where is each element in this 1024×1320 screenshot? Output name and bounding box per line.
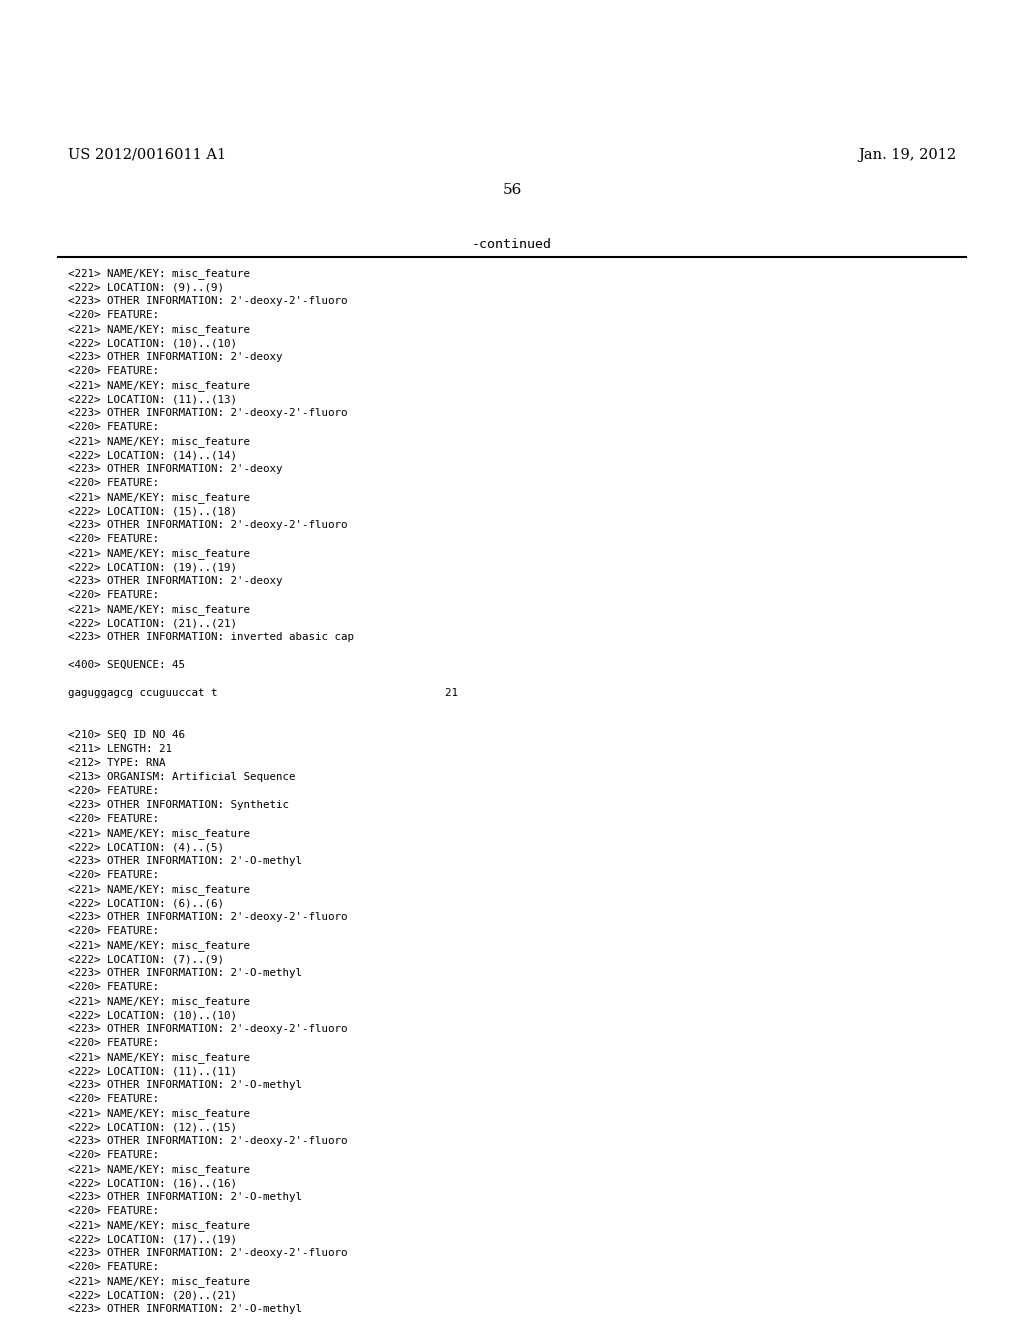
Text: <222> LOCATION: (4)..(5): <222> LOCATION: (4)..(5) — [68, 842, 224, 851]
Text: <221> NAME/KEY: misc_feature: <221> NAME/KEY: misc_feature — [68, 605, 250, 615]
Text: <222> LOCATION: (7)..(9): <222> LOCATION: (7)..(9) — [68, 954, 224, 964]
Text: <213> ORGANISM: Artificial Sequence: <213> ORGANISM: Artificial Sequence — [68, 772, 296, 781]
Text: <211> LENGTH: 21: <211> LENGTH: 21 — [68, 744, 172, 754]
Text: <220> FEATURE:: <220> FEATURE: — [68, 814, 159, 824]
Text: <223> OTHER INFORMATION: 2'-O-methyl: <223> OTHER INFORMATION: 2'-O-methyl — [68, 1192, 302, 1203]
Text: <220> FEATURE:: <220> FEATURE: — [68, 870, 159, 880]
Text: <223> OTHER INFORMATION: 2'-deoxy-2'-fluoro: <223> OTHER INFORMATION: 2'-deoxy-2'-flu… — [68, 296, 347, 306]
Text: <222> LOCATION: (9)..(9): <222> LOCATION: (9)..(9) — [68, 282, 224, 292]
Text: gaguggagcg ccuguuccat t                                   21: gaguggagcg ccuguuccat t 21 — [68, 688, 458, 698]
Text: <223> OTHER INFORMATION: 2'-deoxy-2'-fluoro: <223> OTHER INFORMATION: 2'-deoxy-2'-flu… — [68, 1137, 347, 1146]
Text: <223> OTHER INFORMATION: 2'-deoxy-2'-fluoro: <223> OTHER INFORMATION: 2'-deoxy-2'-flu… — [68, 1247, 347, 1258]
Text: <223> OTHER INFORMATION: 2'-deoxy-2'-fluoro: <223> OTHER INFORMATION: 2'-deoxy-2'-flu… — [68, 408, 347, 418]
Text: <221> NAME/KEY: misc_feature: <221> NAME/KEY: misc_feature — [68, 1276, 250, 1287]
Text: <212> TYPE: RNA: <212> TYPE: RNA — [68, 758, 166, 768]
Text: <221> NAME/KEY: misc_feature: <221> NAME/KEY: misc_feature — [68, 492, 250, 503]
Text: <223> OTHER INFORMATION: 2'-O-methyl: <223> OTHER INFORMATION: 2'-O-methyl — [68, 855, 302, 866]
Text: <223> OTHER INFORMATION: 2'-deoxy: <223> OTHER INFORMATION: 2'-deoxy — [68, 352, 283, 362]
Text: <220> FEATURE:: <220> FEATURE: — [68, 1094, 159, 1104]
Text: 56: 56 — [503, 183, 521, 197]
Text: Jan. 19, 2012: Jan. 19, 2012 — [858, 148, 956, 162]
Text: <221> NAME/KEY: misc_feature: <221> NAME/KEY: misc_feature — [68, 1164, 250, 1175]
Text: <223> OTHER INFORMATION: 2'-deoxy-2'-fluoro: <223> OTHER INFORMATION: 2'-deoxy-2'-flu… — [68, 520, 347, 531]
Text: <220> FEATURE:: <220> FEATURE: — [68, 1150, 159, 1160]
Text: <221> NAME/KEY: misc_feature: <221> NAME/KEY: misc_feature — [68, 884, 250, 895]
Text: <223> OTHER INFORMATION: 2'-O-methyl: <223> OTHER INFORMATION: 2'-O-methyl — [68, 1080, 302, 1090]
Text: <221> NAME/KEY: misc_feature: <221> NAME/KEY: misc_feature — [68, 323, 250, 335]
Text: <220> FEATURE:: <220> FEATURE: — [68, 1038, 159, 1048]
Text: <223> OTHER INFORMATION: Synthetic: <223> OTHER INFORMATION: Synthetic — [68, 800, 289, 810]
Text: <220> FEATURE:: <220> FEATURE: — [68, 366, 159, 376]
Text: <222> LOCATION: (19)..(19): <222> LOCATION: (19)..(19) — [68, 562, 237, 572]
Text: <221> NAME/KEY: misc_feature: <221> NAME/KEY: misc_feature — [68, 268, 250, 279]
Text: <221> NAME/KEY: misc_feature: <221> NAME/KEY: misc_feature — [68, 1052, 250, 1063]
Text: <223> OTHER INFORMATION: 2'-deoxy: <223> OTHER INFORMATION: 2'-deoxy — [68, 465, 283, 474]
Text: <222> LOCATION: (11)..(13): <222> LOCATION: (11)..(13) — [68, 393, 237, 404]
Text: -continued: -continued — [472, 238, 552, 251]
Text: <222> LOCATION: (16)..(16): <222> LOCATION: (16)..(16) — [68, 1177, 237, 1188]
Text: <222> LOCATION: (20)..(21): <222> LOCATION: (20)..(21) — [68, 1290, 237, 1300]
Text: <220> FEATURE:: <220> FEATURE: — [68, 927, 159, 936]
Text: <222> LOCATION: (10)..(10): <222> LOCATION: (10)..(10) — [68, 1010, 237, 1020]
Text: <223> OTHER INFORMATION: 2'-O-methyl: <223> OTHER INFORMATION: 2'-O-methyl — [68, 968, 302, 978]
Text: <223> OTHER INFORMATION: inverted abasic cap: <223> OTHER INFORMATION: inverted abasic… — [68, 632, 354, 642]
Text: <220> FEATURE:: <220> FEATURE: — [68, 478, 159, 488]
Text: <222> LOCATION: (11)..(11): <222> LOCATION: (11)..(11) — [68, 1067, 237, 1076]
Text: <220> FEATURE:: <220> FEATURE: — [68, 785, 159, 796]
Text: <221> NAME/KEY: misc_feature: <221> NAME/KEY: misc_feature — [68, 1220, 250, 1232]
Text: <223> OTHER INFORMATION: 2'-deoxy: <223> OTHER INFORMATION: 2'-deoxy — [68, 576, 283, 586]
Text: <222> LOCATION: (6)..(6): <222> LOCATION: (6)..(6) — [68, 898, 224, 908]
Text: <220> FEATURE:: <220> FEATURE: — [68, 535, 159, 544]
Text: <220> FEATURE:: <220> FEATURE: — [68, 982, 159, 993]
Text: <222> LOCATION: (12)..(15): <222> LOCATION: (12)..(15) — [68, 1122, 237, 1133]
Text: <220> FEATURE:: <220> FEATURE: — [68, 590, 159, 601]
Text: <221> NAME/KEY: misc_feature: <221> NAME/KEY: misc_feature — [68, 828, 250, 840]
Text: <221> NAME/KEY: misc_feature: <221> NAME/KEY: misc_feature — [68, 380, 250, 391]
Text: <221> NAME/KEY: misc_feature: <221> NAME/KEY: misc_feature — [68, 1107, 250, 1119]
Text: <220> FEATURE:: <220> FEATURE: — [68, 1206, 159, 1216]
Text: <222> LOCATION: (10)..(10): <222> LOCATION: (10)..(10) — [68, 338, 237, 348]
Text: <220> FEATURE:: <220> FEATURE: — [68, 1262, 159, 1272]
Text: <222> LOCATION: (17)..(19): <222> LOCATION: (17)..(19) — [68, 1234, 237, 1243]
Text: <210> SEQ ID NO 46: <210> SEQ ID NO 46 — [68, 730, 185, 741]
Text: <223> OTHER INFORMATION: 2'-deoxy-2'-fluoro: <223> OTHER INFORMATION: 2'-deoxy-2'-flu… — [68, 912, 347, 921]
Text: <222> LOCATION: (14)..(14): <222> LOCATION: (14)..(14) — [68, 450, 237, 459]
Text: <222> LOCATION: (21)..(21): <222> LOCATION: (21)..(21) — [68, 618, 237, 628]
Text: <221> NAME/KEY: misc_feature: <221> NAME/KEY: misc_feature — [68, 997, 250, 1007]
Text: <220> FEATURE:: <220> FEATURE: — [68, 422, 159, 432]
Text: <400> SEQUENCE: 45: <400> SEQUENCE: 45 — [68, 660, 185, 671]
Text: <223> OTHER INFORMATION: 2'-deoxy-2'-fluoro: <223> OTHER INFORMATION: 2'-deoxy-2'-flu… — [68, 1024, 347, 1034]
Text: <223> OTHER INFORMATION: 2'-O-methyl: <223> OTHER INFORMATION: 2'-O-methyl — [68, 1304, 302, 1313]
Text: <220> FEATURE:: <220> FEATURE: — [68, 310, 159, 319]
Text: US 2012/0016011 A1: US 2012/0016011 A1 — [68, 148, 226, 162]
Text: <221> NAME/KEY: misc_feature: <221> NAME/KEY: misc_feature — [68, 436, 250, 447]
Text: <222> LOCATION: (15)..(18): <222> LOCATION: (15)..(18) — [68, 506, 237, 516]
Text: <221> NAME/KEY: misc_feature: <221> NAME/KEY: misc_feature — [68, 548, 250, 558]
Text: <221> NAME/KEY: misc_feature: <221> NAME/KEY: misc_feature — [68, 940, 250, 950]
